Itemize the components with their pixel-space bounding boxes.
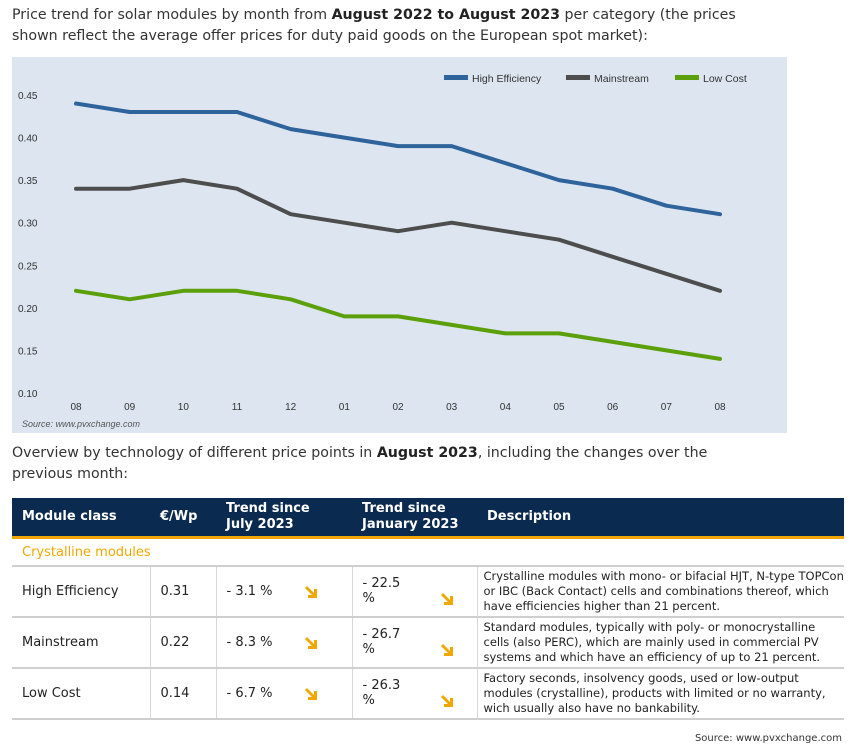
x-tick-label: 09 — [124, 402, 136, 413]
x-tick-label: 10 — [178, 402, 190, 413]
x-tick-label: 08 — [714, 402, 726, 413]
table-row: High Efficiency 0.31- 3.1 % - 22.5 % Crysta… — [12, 566, 844, 618]
table-row: Mainstream 0.22- 8.3 % - 26.7 % Standard mo… — [12, 617, 844, 669]
cell-trend-january: - 26.3 % — [352, 668, 478, 720]
cell-description: Standard modules, typically with poly- o… — [477, 617, 844, 669]
overview-paragraph: Overview by technology of different pric… — [12, 445, 708, 482]
table-header-row: Module class €/Wp Trend since July 2023 T… — [12, 498, 844, 539]
legend-label: Mainstream — [594, 73, 649, 85]
cell-trend-july: - 6.7 % — [216, 668, 353, 720]
down-trend-arrow-icon — [304, 687, 317, 700]
x-tick-label: 05 — [553, 402, 565, 413]
legend-swatch — [675, 75, 699, 80]
page-source: Source: www.pvxchange.com — [694, 733, 842, 744]
header-module-class: Module class — [12, 498, 150, 539]
x-tick-label: 02 — [392, 402, 404, 413]
y-tick-label: 0.10 — [18, 389, 38, 400]
chart-canvas: 0.10 0.15 0.20 0.25 0.30 0.35 0.40 0.45 08 09 10 11… — [18, 73, 747, 413]
y-tick-label: 0.15 — [18, 346, 38, 357]
y-tick-label: 0.35 — [18, 176, 38, 187]
chart-source: Source: www.pvxchange.com — [22, 419, 141, 429]
price-table: Module class €/Wp Trend since July 2023 T… — [12, 498, 844, 720]
x-tick-label: 04 — [500, 402, 512, 413]
group-label: Crystalline modules — [12, 537, 844, 567]
cell-price: 0.14 — [150, 668, 217, 720]
cell-description: Crystalline modules with mono- or bifaci… — [477, 566, 844, 618]
header-description: Description — [477, 498, 844, 539]
overview-bold-date: August 2023 — [376, 445, 478, 461]
y-tick-label: 0.25 — [18, 261, 38, 272]
header-trend-july: Trend since July 2023 — [216, 498, 352, 539]
series-line-high-efficiency — [74, 101, 722, 217]
header-price: €/Wp — [150, 498, 216, 539]
y-tick-label: 0.20 — [18, 304, 38, 315]
cell-trend-july: - 8.3 % — [216, 617, 353, 669]
x-tick-label: 07 — [661, 402, 673, 413]
cell-price: 0.22 — [150, 617, 217, 669]
x-tick-label: 12 — [285, 402, 297, 413]
price-trend-chart: 0.10 0.15 0.20 0.25 0.30 0.35 0.40 0.45 08 09 10 11… — [12, 57, 787, 433]
down-trend-arrow-icon — [440, 592, 453, 605]
down-trend-arrow-icon — [440, 694, 453, 707]
legend-swatch — [444, 75, 468, 80]
legend-label: Low Cost — [703, 73, 747, 85]
y-tick-label: 0.30 — [18, 219, 38, 230]
intro-bold-range: August 2022 to August 2023 — [331, 7, 560, 23]
legend-swatch — [566, 75, 590, 80]
x-tick-label: 06 — [607, 402, 619, 413]
cell-module-class: Low Cost — [12, 668, 151, 720]
x-tick-label: 08 — [70, 402, 82, 413]
cell-trend-january: - 22.5 % — [352, 566, 478, 618]
down-trend-arrow-icon — [440, 643, 453, 656]
x-tick-label: 01 — [339, 402, 351, 413]
intro-paragraph: Price trend for solar modules by month f… — [12, 7, 736, 44]
down-trend-arrow-icon — [304, 636, 317, 649]
x-tick-label: 11 — [232, 402, 243, 413]
x-tick-label: 03 — [446, 402, 458, 413]
down-trend-arrow-icon — [304, 585, 317, 598]
series-line-mainstream — [74, 178, 722, 293]
series-line-low-cost — [74, 288, 722, 361]
table-row: Low Cost 0.14- 6.7 % - 26.3 % Factory secon… — [12, 668, 844, 720]
y-tick-label: 0.40 — [18, 134, 38, 145]
cell-trend-july: - 3.1 % — [216, 566, 353, 618]
cell-module-class: High Efficiency — [12, 566, 151, 618]
legend-label: High Efficiency — [472, 73, 542, 85]
group-row: Crystalline modules — [12, 537, 844, 567]
y-tick-label: 0.45 — [18, 91, 38, 102]
header-trend-january: Trend since January 2023 — [352, 498, 477, 539]
cell-module-class: Mainstream — [12, 617, 151, 669]
cell-price: 0.31 — [150, 566, 217, 618]
cell-description: Factory seconds, insolvency goods, used … — [477, 668, 844, 720]
cell-trend-january: - 26.7 % — [352, 617, 478, 669]
